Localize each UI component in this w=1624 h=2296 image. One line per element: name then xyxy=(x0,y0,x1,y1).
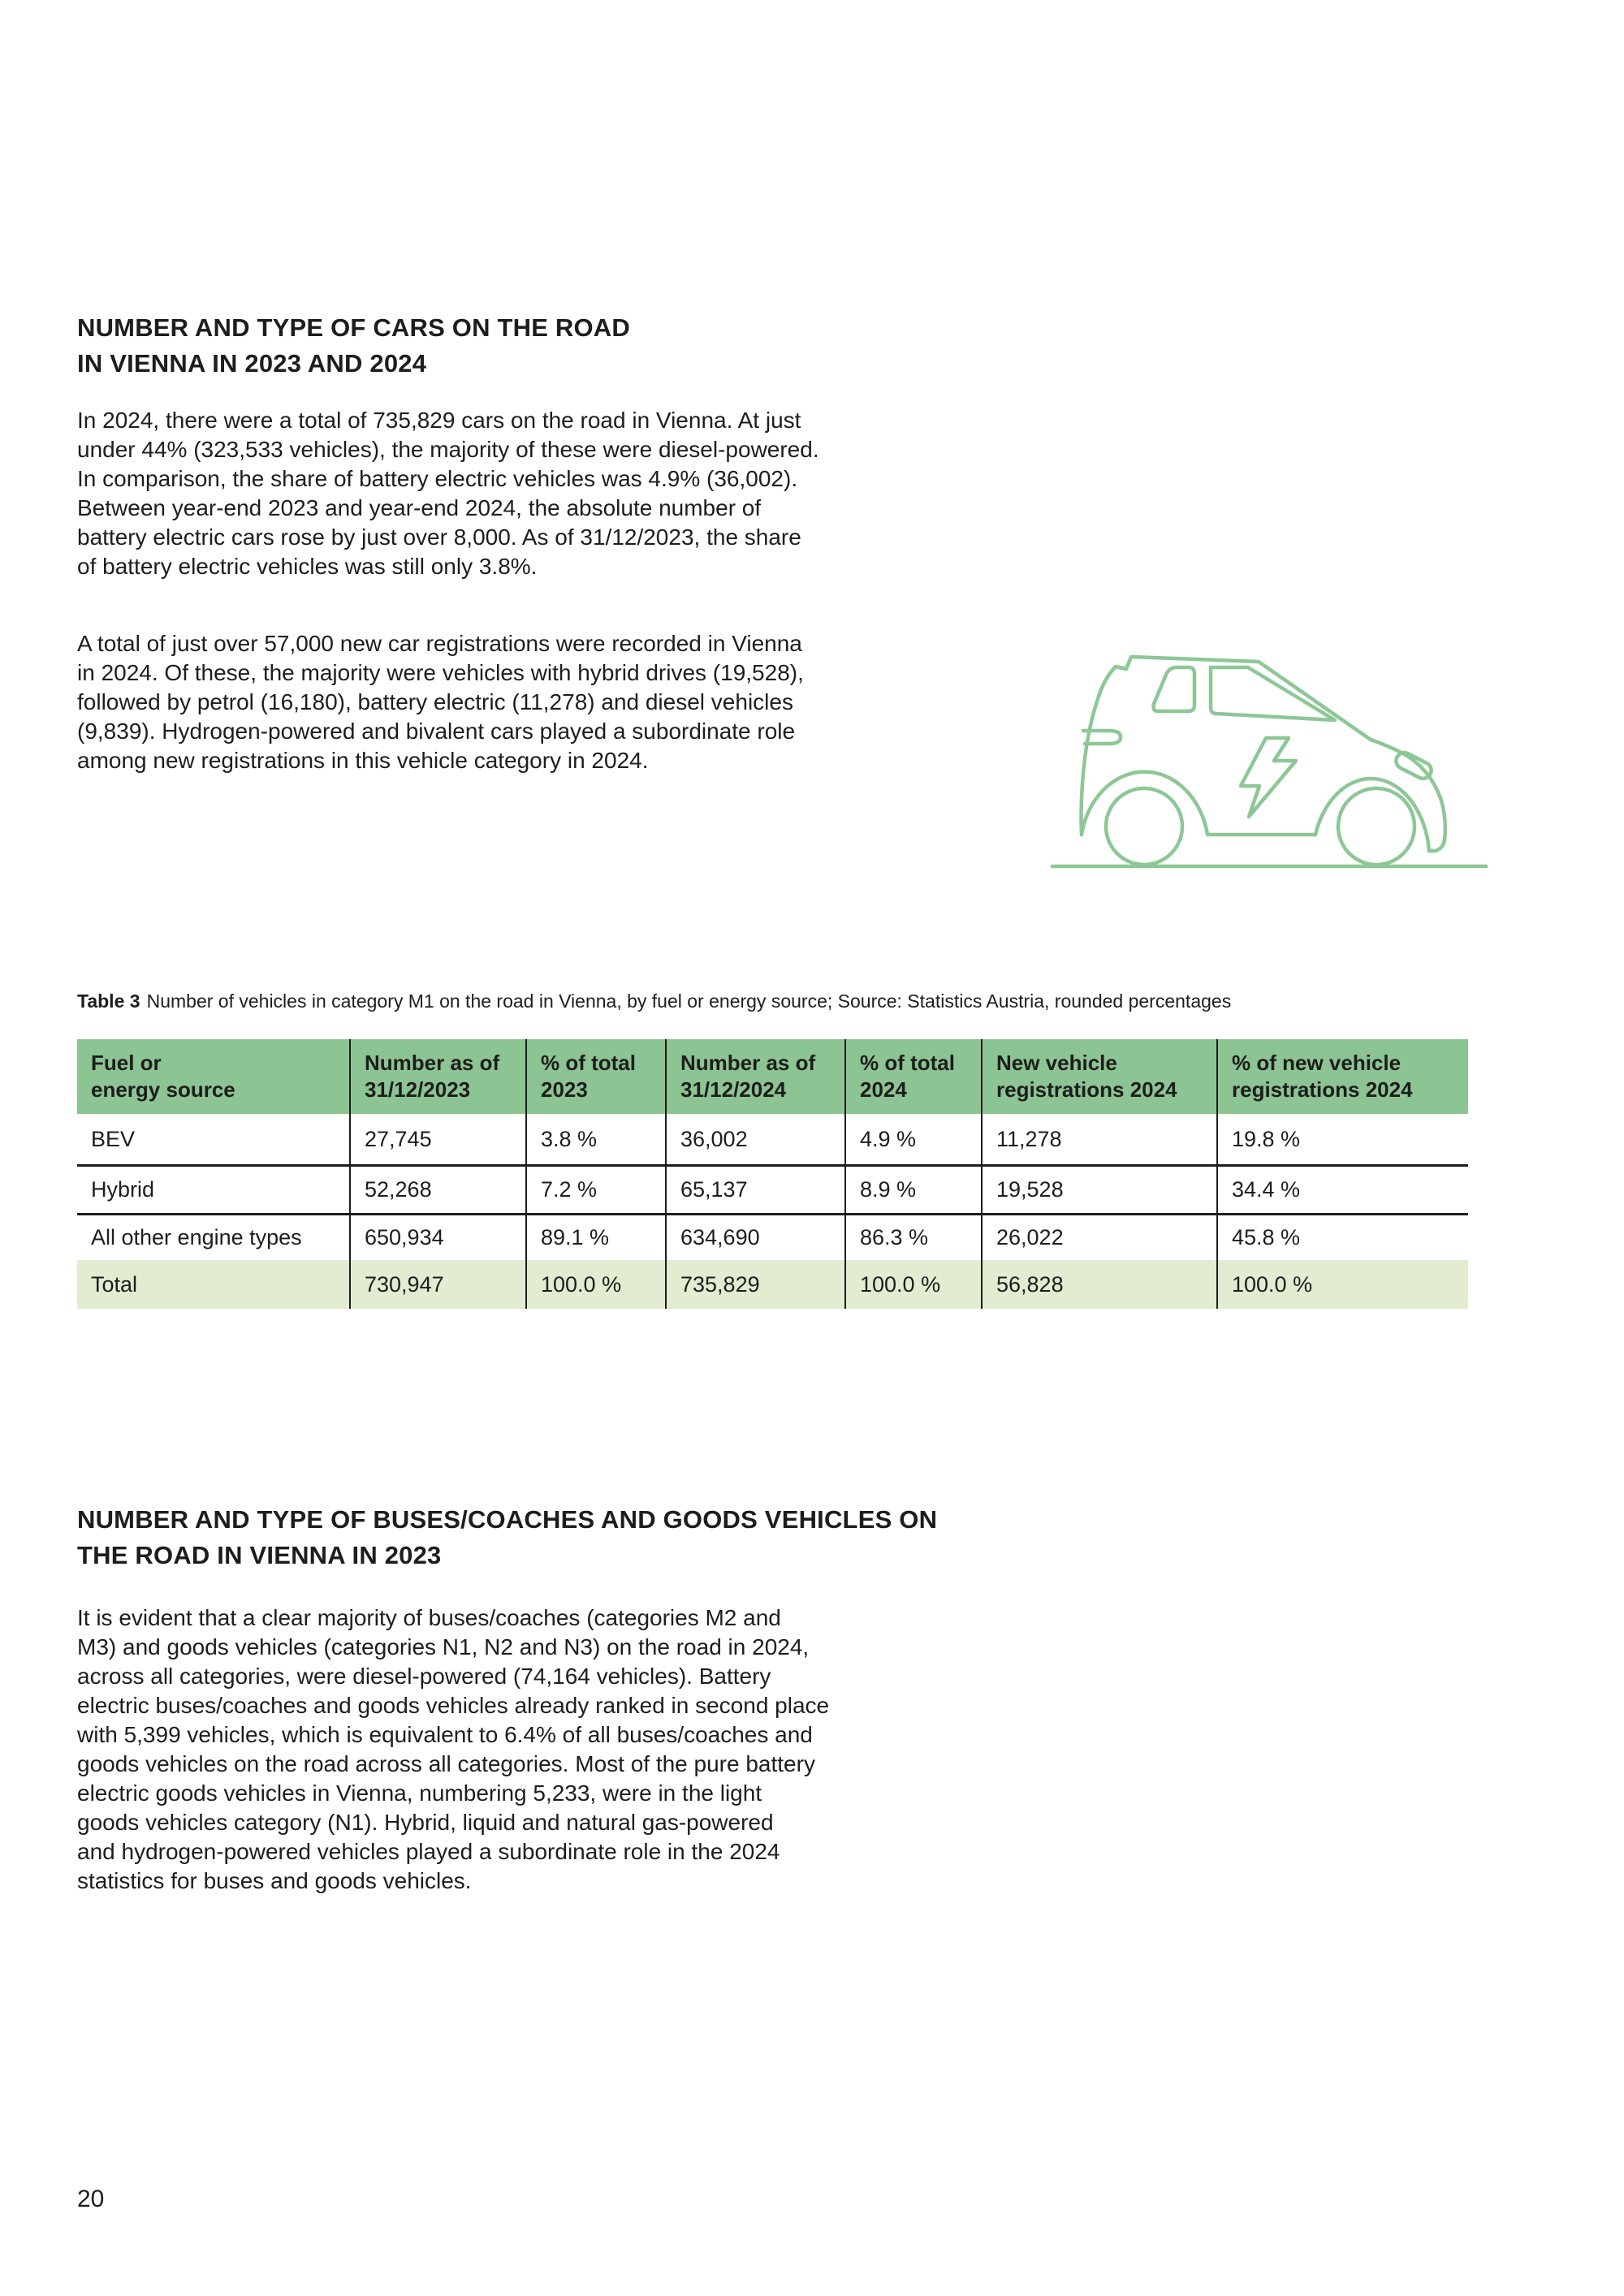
table-header-cell: New vehicle registrations 2024 xyxy=(981,1039,1216,1114)
headlight xyxy=(1394,750,1433,781)
table-row-label: Total xyxy=(77,1260,349,1309)
table-row-label: BEV xyxy=(91,1126,136,1151)
table-cell: 3.8 % xyxy=(525,1114,665,1164)
table-cell: 36,002 xyxy=(665,1114,844,1164)
car-body xyxy=(1079,654,1448,853)
table-cell: 735,829 xyxy=(665,1260,844,1309)
table-cell: 4.9 % xyxy=(844,1114,981,1164)
table-cell: 89.1 % xyxy=(525,1213,665,1260)
section-heading-cars: NUMBER AND TYPE OF CARS ON THE ROAD IN V… xyxy=(77,313,630,378)
table-header-cell: % of total 2024 xyxy=(844,1039,981,1114)
table-header-cell: Fuel or energy source xyxy=(77,1039,349,1114)
table-cell: 19,528 xyxy=(981,1164,1216,1213)
table-cell: 27,745 xyxy=(349,1114,525,1164)
table-header-cell: % of new vehicle registrations 2024 xyxy=(1216,1039,1468,1114)
table-caption: Table 3 Number of vehicles in category M1… xyxy=(77,989,1547,1013)
table-cell: 86.3 % xyxy=(844,1213,981,1260)
section-heading-buses: NUMBER AND TYPE OF BUSES/COACHES AND GOO… xyxy=(77,1505,938,1569)
table-cell: 11,278 xyxy=(981,1114,1216,1164)
table-cell: 7.2 % xyxy=(525,1164,665,1213)
table-cell: 65,137 xyxy=(665,1164,844,1213)
table-header-cell: % of total 2023 xyxy=(525,1039,665,1114)
lightning-bolt-icon xyxy=(1238,736,1298,819)
main-side-window xyxy=(1208,665,1337,723)
table-row-label: Hybrid xyxy=(77,1164,349,1213)
door-handle xyxy=(1081,728,1123,746)
table-cell: 19.8 % xyxy=(1216,1114,1468,1164)
table-caption-label: Table 3 xyxy=(77,990,140,1012)
front-wheel xyxy=(1336,786,1417,867)
table-cell: 34.4 % xyxy=(1216,1164,1468,1213)
table-header-cell: Number as of 31/12/2023 xyxy=(349,1039,525,1114)
table-cell: 100.0 % xyxy=(844,1260,981,1309)
electric-car-illustration xyxy=(1050,654,1488,869)
table-caption-text: Number of vehicles in category M1 on the… xyxy=(146,990,1232,1012)
table-cell: 56,828 xyxy=(981,1260,1216,1309)
page-number: 20 xyxy=(77,2186,105,2212)
table-cell: 45.8 % xyxy=(1216,1213,1468,1260)
table-cell: 730,947 xyxy=(349,1260,525,1309)
vehicles-table: Fuel or energy source Number as of 31/12… xyxy=(77,1039,1468,1309)
buses-paragraph: It is evident that a clear majority of b… xyxy=(77,1605,830,1893)
table-cell: 100.0 % xyxy=(1216,1260,1468,1309)
rear-quarter-window xyxy=(1151,665,1197,714)
cars-paragraph-2: A total of just over 57,000 new car regi… xyxy=(77,631,804,773)
table-cell: 100.0 % xyxy=(525,1260,665,1309)
table-cell: 634,690 xyxy=(665,1213,844,1260)
table-cell: 52,268 xyxy=(349,1164,525,1213)
table-row-label: All other engine types xyxy=(77,1213,349,1260)
rear-wheel xyxy=(1104,786,1185,867)
table-cell: 650,934 xyxy=(349,1213,525,1260)
table-cell: 8.9 % xyxy=(844,1164,981,1213)
cars-paragraph-1: In 2024, there were a total of 735,829 c… xyxy=(77,408,819,579)
table-cell: 26,022 xyxy=(981,1213,1216,1260)
table-header-cell: Number as of 31/12/2024 xyxy=(665,1039,844,1114)
